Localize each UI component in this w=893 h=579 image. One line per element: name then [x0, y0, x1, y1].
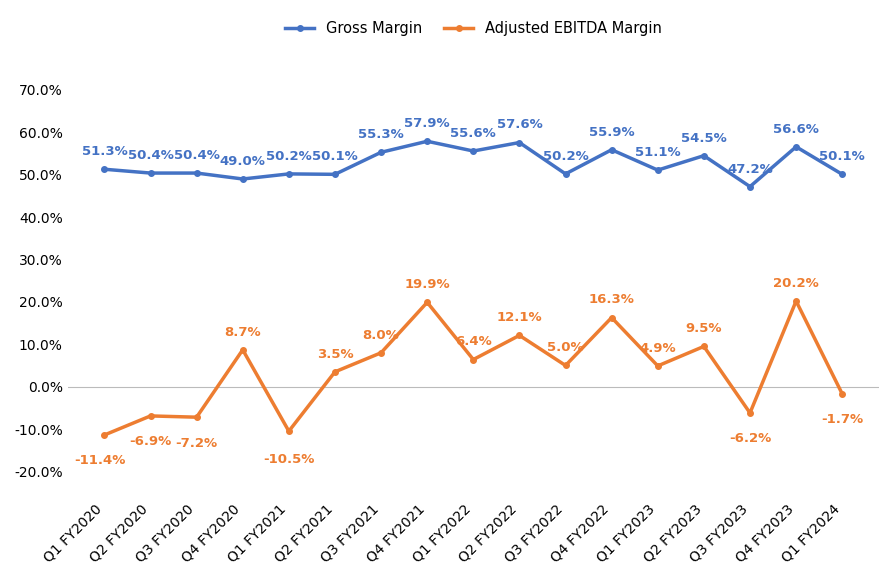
Adjusted EBITDA Margin [653, 362, 663, 369]
Line: Adjusted EBITDA Margin: Adjusted EBITDA Margin [102, 298, 845, 438]
Adjusted EBITDA Margin [837, 390, 847, 397]
Text: 49.0%: 49.0% [220, 155, 266, 168]
Text: 50.4%: 50.4% [173, 149, 220, 162]
Text: 50.1%: 50.1% [312, 150, 358, 163]
Line: Gross Margin: Gross Margin [102, 138, 845, 189]
Adjusted EBITDA Margin [283, 428, 294, 435]
Text: 12.1%: 12.1% [497, 312, 542, 324]
Text: 54.5%: 54.5% [681, 131, 727, 145]
Text: 8.7%: 8.7% [224, 326, 261, 339]
Text: 55.3%: 55.3% [358, 128, 404, 141]
Adjusted EBITDA Margin [330, 368, 340, 375]
Adjusted EBITDA Margin [514, 332, 525, 339]
Legend: Gross Margin, Adjusted EBITDA Margin: Gross Margin, Adjusted EBITDA Margin [280, 16, 667, 42]
Text: 56.6%: 56.6% [773, 123, 819, 135]
Gross Margin [698, 152, 709, 159]
Adjusted EBITDA Margin [468, 356, 479, 363]
Text: -6.2%: -6.2% [729, 433, 772, 445]
Adjusted EBITDA Margin [745, 409, 755, 416]
Gross Margin [653, 167, 663, 174]
Adjusted EBITDA Margin [191, 414, 202, 421]
Gross Margin [330, 171, 340, 178]
Text: 8.0%: 8.0% [363, 329, 399, 342]
Gross Margin [421, 138, 432, 145]
Text: 19.9%: 19.9% [405, 278, 450, 291]
Gross Margin [146, 170, 156, 177]
Text: 57.6%: 57.6% [497, 119, 542, 131]
Text: 16.3%: 16.3% [588, 294, 635, 306]
Gross Margin [238, 175, 248, 182]
Gross Margin [745, 183, 755, 190]
Text: 50.2%: 50.2% [543, 150, 588, 163]
Gross Margin [468, 148, 479, 155]
Text: 51.1%: 51.1% [635, 146, 680, 159]
Text: 55.9%: 55.9% [588, 126, 634, 138]
Gross Margin [560, 170, 571, 177]
Gross Margin [376, 149, 387, 156]
Adjusted EBITDA Margin [146, 412, 156, 419]
Adjusted EBITDA Margin [606, 314, 617, 321]
Gross Margin [283, 170, 294, 177]
Text: 50.4%: 50.4% [128, 149, 173, 162]
Gross Margin [606, 146, 617, 153]
Text: 4.9%: 4.9% [639, 342, 676, 355]
Adjusted EBITDA Margin [421, 299, 432, 306]
Text: 20.2%: 20.2% [773, 277, 819, 290]
Gross Margin [99, 166, 110, 173]
Text: 6.4%: 6.4% [455, 335, 492, 349]
Text: 55.6%: 55.6% [450, 127, 497, 140]
Adjusted EBITDA Margin [376, 349, 387, 356]
Text: 50.1%: 50.1% [820, 150, 865, 163]
Text: -10.5%: -10.5% [263, 453, 314, 467]
Text: 57.9%: 57.9% [405, 117, 450, 130]
Gross Margin [514, 139, 525, 146]
Adjusted EBITDA Margin [698, 343, 709, 350]
Adjusted EBITDA Margin [238, 346, 248, 353]
Text: 5.0%: 5.0% [547, 342, 584, 354]
Gross Margin [837, 171, 847, 178]
Text: 50.2%: 50.2% [266, 150, 312, 163]
Adjusted EBITDA Margin [560, 362, 571, 369]
Adjusted EBITDA Margin [99, 431, 110, 438]
Adjusted EBITDA Margin [790, 298, 801, 305]
Text: 51.3%: 51.3% [81, 145, 128, 158]
Gross Margin [790, 144, 801, 151]
Text: -11.4%: -11.4% [74, 455, 126, 467]
Text: 47.2%: 47.2% [727, 163, 772, 175]
Text: 3.5%: 3.5% [317, 348, 354, 361]
Text: -7.2%: -7.2% [176, 437, 218, 450]
Gross Margin [191, 170, 202, 177]
Text: -1.7%: -1.7% [822, 413, 864, 426]
Text: 9.5%: 9.5% [686, 323, 722, 335]
Text: -6.9%: -6.9% [129, 435, 171, 448]
